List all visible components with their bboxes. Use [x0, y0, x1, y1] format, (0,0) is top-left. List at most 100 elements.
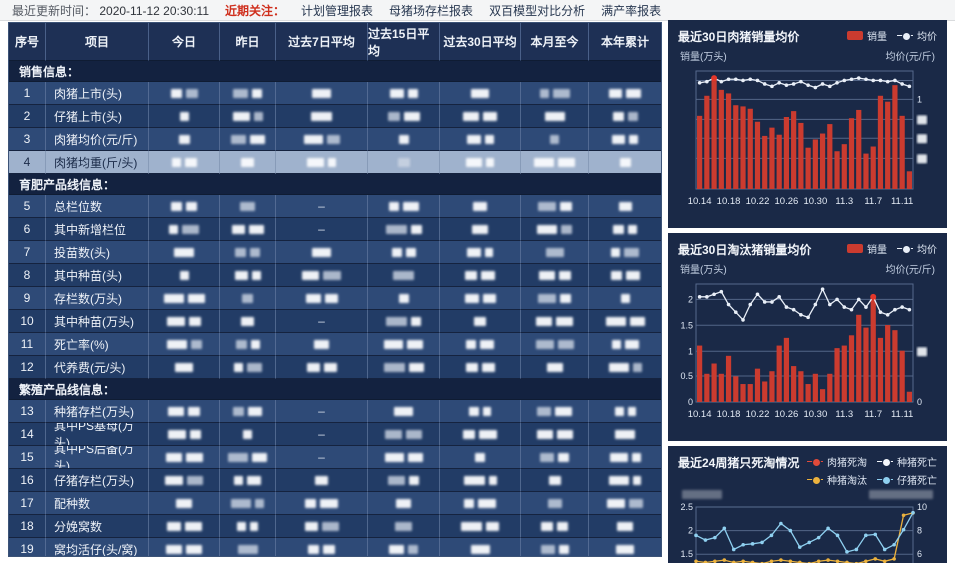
value-cell — [440, 195, 521, 218]
value-cell — [440, 446, 521, 469]
table-row[interactable]: 11 死亡率(%) — [9, 333, 661, 356]
redacted-value — [388, 201, 399, 211]
redacted-value — [538, 270, 555, 280]
redacted-value — [478, 498, 496, 508]
value-cell — [220, 151, 276, 174]
svg-text:8: 8 — [917, 526, 922, 536]
value-cell — [521, 82, 589, 105]
table-row[interactable]: 1 肉猪上市(头) — [9, 82, 661, 105]
redacted-value — [324, 293, 338, 303]
value-cell — [440, 469, 521, 492]
svg-text:10.26: 10.26 — [775, 196, 799, 207]
legend-bar-swatch-icon — [847, 31, 863, 40]
value-cell — [589, 356, 661, 379]
table-row[interactable]: 16 仔猪存栏(万头) — [9, 469, 661, 492]
value-cell: – — [276, 400, 368, 423]
svg-text:11.11: 11.11 — [891, 196, 913, 207]
table-row[interactable]: 14 其中PS基母(万头) – — [9, 423, 661, 446]
table-row[interactable]: 2 仔猪上市(头) — [9, 105, 661, 128]
table-row[interactable]: 12 代养费(元/头) — [9, 356, 661, 379]
redacted-value — [383, 362, 405, 372]
value-cell — [521, 218, 589, 241]
table-row[interactable]: 8 其中种苗(头) — [9, 264, 661, 287]
legend-line-marker-icon — [807, 475, 823, 485]
redacted-value — [472, 224, 488, 234]
value-cell — [220, 105, 276, 128]
value-cell — [368, 333, 440, 356]
table-row[interactable]: 4 肉猪均重(斤/头) — [9, 151, 661, 174]
legend-item[interactable]: 销量 — [847, 28, 887, 43]
value-cell — [149, 469, 220, 492]
updated-time-value: 2020-11-12 20:30:11 — [99, 3, 210, 18]
redacted-value — [612, 111, 624, 121]
legend-item[interactable]: 销量 — [847, 241, 887, 256]
table-row[interactable]: 10 其中种苗(万头) – — [9, 310, 661, 333]
legend-item[interactable]: 种猪死亡 — [877, 454, 937, 469]
value-cell — [440, 538, 521, 556]
table-row[interactable]: 18 分娩窝数 — [9, 515, 661, 538]
redacted-value — [235, 339, 247, 349]
table-row[interactable]: 7 投苗数(头) — [9, 241, 661, 264]
value-cell — [368, 446, 440, 469]
topbar-link-plan-report[interactable]: 计划管理报表 — [301, 3, 374, 18]
legend-item[interactable]: 仔猪死亡 — [877, 472, 937, 487]
value-cell — [368, 105, 440, 128]
column-header: 项目 — [46, 23, 149, 61]
axis-unit-label: 销量(万头) — [680, 52, 727, 63]
table-row[interactable]: 15 其中PS后备(万头) – — [9, 446, 661, 469]
redacted-value — [548, 475, 561, 485]
redacted-value — [409, 475, 419, 485]
row-number: 18 — [9, 515, 46, 538]
redacted-value — [486, 157, 494, 167]
redacted-value — [187, 293, 205, 303]
topbar-link-capacity-report[interactable]: 满产率报表 — [601, 3, 662, 18]
value-cell — [149, 310, 220, 333]
value-cell — [368, 218, 440, 241]
table-row[interactable]: 9 存栏数(万头) — [9, 287, 661, 310]
value-cell — [440, 105, 521, 128]
redacted-value — [403, 111, 420, 121]
redacted-value — [611, 247, 620, 257]
value-cell — [220, 195, 276, 218]
row-number: 1 — [9, 82, 46, 105]
table-row[interactable]: 6 其中新增栏位 – — [9, 218, 661, 241]
row-item-label: 窝均活仔(头/窝) — [46, 538, 149, 556]
svg-text:1.5: 1.5 — [680, 320, 693, 330]
topbar-link-sow-farm-report[interactable]: 母猪场存栏报表 — [389, 3, 474, 18]
legend-item[interactable]: 均价 — [897, 241, 937, 256]
value-cell — [368, 400, 440, 423]
table-row[interactable]: 17 配种数 — [9, 492, 661, 515]
legend-item[interactable]: 肉猪死淘 — [807, 454, 867, 469]
table-row[interactable]: 5 总栏位数 – — [9, 195, 661, 218]
redacted-value — [178, 134, 190, 144]
legend-label: 均价 — [917, 32, 937, 43]
legend-line-marker-icon — [877, 457, 893, 467]
value-cell — [589, 128, 661, 151]
row-item-label: 其中PS后备(万头) — [46, 446, 149, 469]
value-cell — [521, 241, 589, 264]
chart-plot[interactable]: 0 0 0.5 1 1.5 2 10.14 10.18 10.22 10.26 10.30 11.3 1… — [678, 276, 937, 426]
table-row[interactable]: 13 种猪存栏(万头) – — [9, 400, 661, 423]
svg-text:1: 1 — [688, 346, 693, 356]
legend-item[interactable]: 均价 — [897, 28, 937, 43]
value-cell — [149, 538, 220, 556]
redacted-value — [408, 362, 424, 372]
topbar-link-model-compare[interactable]: 双百模型对比分析 — [489, 3, 586, 18]
redacted-value — [248, 406, 262, 416]
redacted-value — [165, 475, 183, 485]
svg-text:11.3: 11.3 — [835, 409, 853, 420]
value-cell — [521, 469, 589, 492]
value-cell — [149, 128, 220, 151]
svg-text:2: 2 — [688, 526, 693, 536]
legend-item[interactable]: 种猪淘汰 — [807, 472, 867, 487]
table-section-header: 销售信息： — [9, 61, 661, 82]
redacted-value — [166, 544, 182, 554]
redacted-value — [463, 475, 485, 485]
chart-plot[interactable]: 1 10.14 10.18 10.22 10.26 10.30 11.3 11.7 11.11 — [678, 63, 937, 213]
table-row[interactable]: 19 窝均活仔(头/窝) — [9, 538, 661, 556]
table-row[interactable]: 3 肉猪均价(元/斤) — [9, 128, 661, 151]
row-item-label: 分娩窝数 — [46, 515, 149, 538]
redacted-value — [166, 521, 181, 531]
redacted-value — [252, 452, 267, 462]
